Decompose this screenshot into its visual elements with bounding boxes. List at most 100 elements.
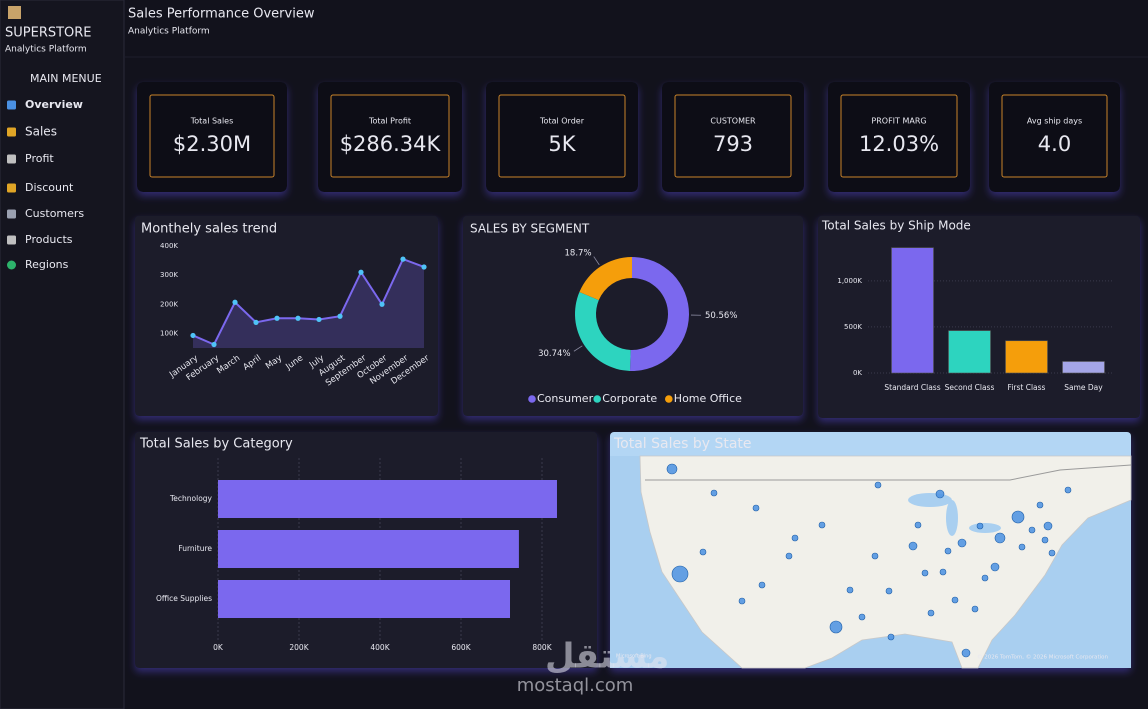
legend-label: Home Office (674, 392, 742, 405)
chart-panel (463, 216, 803, 416)
legend-label: Consumer (537, 392, 594, 405)
kpi-label: Total Order (539, 117, 585, 126)
x-tick-label: Standard Class (884, 383, 940, 392)
menu-item[interactable]: Discount (25, 181, 74, 194)
bar (218, 480, 557, 518)
header-subtitle: Analytics Platform (128, 27, 210, 37)
map-provider: Microsoft Bing (616, 654, 652, 660)
map-bubble (981, 574, 989, 582)
watermark-url: mostaql.com (517, 675, 634, 696)
menu-icon (7, 154, 16, 164)
map-bubble (1064, 486, 1072, 494)
donut-slice (575, 292, 631, 371)
x-tick-label: 800K (532, 643, 552, 652)
kpi-card (486, 82, 638, 192)
menu-icon (7, 260, 16, 270)
map-lake (969, 523, 1001, 533)
map-bubble (671, 565, 689, 583)
bar (218, 530, 519, 568)
map-bubble (758, 581, 766, 589)
kpi-card (318, 82, 462, 192)
x-tick-label: 600K (451, 643, 471, 652)
map-bubble (944, 547, 952, 555)
data-label: 50.56% (705, 311, 737, 321)
y-tick-label: Technology (169, 494, 213, 503)
kpi-frame (149, 94, 275, 178)
donut-slice (579, 257, 632, 301)
x-tick-label: 200K (289, 643, 309, 652)
map-bubble (738, 597, 746, 605)
menu-item[interactable]: Profit (25, 152, 54, 165)
bar (948, 330, 991, 374)
leader-line (573, 345, 583, 352)
y-tick-label: 200K (160, 300, 178, 308)
kpi-frame (330, 94, 450, 178)
map-bubble (785, 552, 793, 560)
menu-item[interactable]: Overview (25, 98, 83, 111)
map-bubble (1018, 543, 1026, 551)
y-tick-label: Office Supplies (156, 594, 212, 603)
chart-title: Total Sales by Category (139, 437, 293, 452)
map-bubble (887, 633, 895, 641)
menu-item[interactable]: Sales (25, 125, 57, 139)
map-lake (908, 493, 952, 507)
line (192, 257, 425, 346)
line-point (295, 315, 301, 321)
y-tick-label: 100K (160, 329, 178, 337)
data-label: 18.7% (565, 249, 592, 259)
line-point (253, 319, 259, 325)
x-tick-label: Second Class (945, 383, 995, 392)
map-attribution: © 2026 TomTom, © 2026 Microsoft Corporat… (977, 654, 1109, 661)
kpi-label: PROFIT MARG (871, 117, 926, 126)
menu-icon (7, 235, 16, 245)
y-tick-label: 500K (844, 323, 862, 331)
map-bubble (908, 541, 918, 551)
kpi-card (989, 82, 1120, 192)
line-point (337, 313, 343, 319)
menu-icon (7, 209, 16, 219)
kpi-frame (1001, 94, 1108, 178)
menu-item[interactable]: Products (25, 233, 73, 246)
legend-marker (665, 395, 673, 403)
legend-label: Corporate (602, 392, 657, 405)
map-bubble (935, 489, 945, 499)
x-tick-label: First Class (1008, 383, 1046, 392)
data-label: 30.74% (538, 349, 570, 359)
line-point (232, 299, 238, 305)
map-lake (946, 500, 958, 536)
watermark-arabic: مستقل (545, 637, 669, 677)
chart-title: Total Sales by State (613, 436, 752, 452)
chart-title: Monthely sales trend (141, 222, 277, 237)
map-bubble (699, 548, 707, 556)
line-point (211, 341, 217, 348)
leader-line (593, 256, 600, 266)
map-bubble (914, 521, 922, 529)
line-point (421, 264, 427, 270)
menu-item[interactable]: Customers (25, 207, 84, 220)
bar (1005, 340, 1048, 374)
y-tick-label: Furniture (178, 544, 212, 553)
kpi-value: $286.34K (340, 132, 442, 156)
logo (8, 6, 21, 19)
map-bubble (874, 481, 882, 489)
map-bubble (1048, 549, 1056, 557)
kpi-value: 793 (713, 132, 753, 156)
menu-icon (7, 100, 16, 110)
donut-slice (629, 257, 689, 371)
map-bubble (818, 521, 826, 529)
kpi-frame (498, 94, 626, 178)
kpi-label: Total Sales (190, 117, 234, 126)
y-tick-label: 0K (853, 369, 862, 377)
x-tick-label: 0K (213, 643, 224, 652)
map-bubble (829, 620, 843, 634)
line-point (379, 301, 385, 307)
brand: SUPERSTORE (5, 26, 92, 41)
kpi-card (137, 82, 287, 192)
y-tick-label: 1,000K (837, 277, 862, 285)
line-point (274, 315, 280, 321)
kpi-value: $2.30M (173, 132, 251, 156)
map-bubble (921, 569, 929, 577)
map-bubble (791, 534, 799, 542)
menu-item[interactable]: Regions (25, 258, 69, 271)
